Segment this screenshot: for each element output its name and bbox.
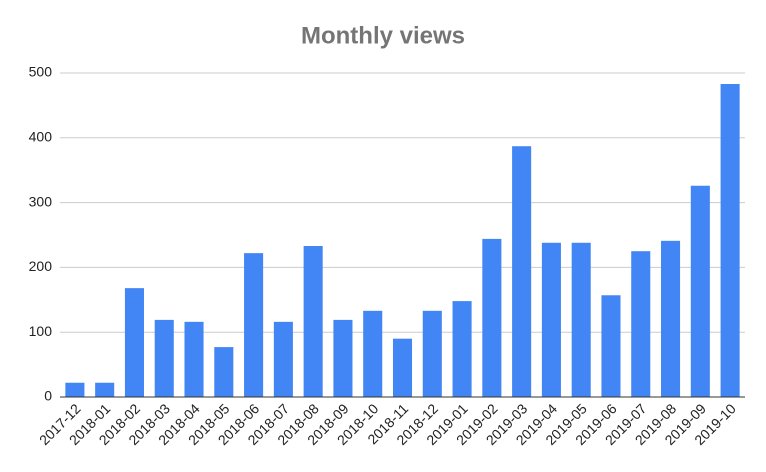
bar [541,242,561,397]
bar [452,301,472,397]
y-tick-label: 200 [29,258,53,274]
bar [214,347,234,397]
bar [601,295,621,397]
bar [273,321,293,397]
bar [95,382,115,397]
bar [333,319,353,397]
bar [363,310,383,397]
bar [720,84,740,398]
bar [571,242,591,397]
bar [65,382,85,397]
y-tick-label: 400 [29,129,53,145]
y-tick-label: 500 [29,64,53,80]
bar [482,238,502,397]
bar [184,321,204,397]
bar [303,246,323,397]
bar [124,288,144,397]
bar [392,338,413,397]
bar [690,185,710,397]
bar [422,310,442,397]
chart-title: Monthly views [301,22,465,49]
bar [244,253,264,397]
y-tick-label: 300 [29,193,53,209]
y-tick-label: 0 [44,388,52,404]
bar [631,251,651,397]
bar [661,240,681,397]
bar [154,319,174,397]
y-tick-label: 100 [29,323,53,339]
bar [512,146,532,397]
